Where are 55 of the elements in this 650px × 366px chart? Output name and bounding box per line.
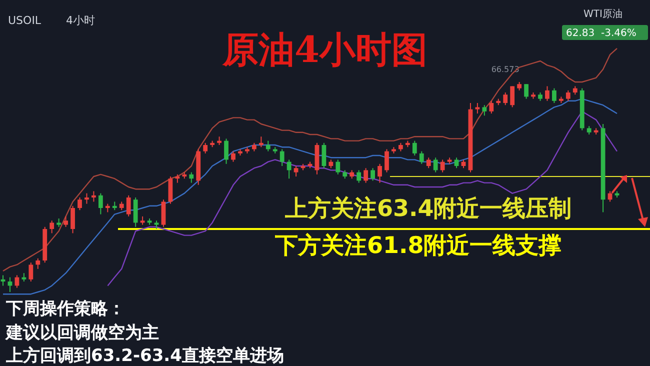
candlestick: [384, 148, 389, 173]
ref-line-label: 下方关注61.8附近一线支撑: [274, 232, 562, 259]
candlestick: [50, 220, 54, 234]
candlestick: [258, 136, 264, 148]
text: USOIL: [8, 14, 42, 27]
candlestick: [203, 142, 208, 154]
chart-title: 原油4小时图: [221, 29, 428, 71]
text: 建议以回调做空为主: [4, 323, 159, 343]
candlestick: [294, 166, 298, 177]
candlestick: [433, 157, 438, 173]
candlestick: [98, 192, 103, 215]
candlestick: [370, 168, 375, 182]
candlestick: [482, 104, 487, 116]
candlestick: [552, 88, 556, 104]
text: WTI原油: [584, 8, 622, 20]
text: 上方回调到63.2-63.4直接空单进场: [5, 346, 284, 366]
candlestick: [28, 262, 34, 282]
text: 下周操作策略：: [5, 299, 125, 319]
candlestick: [36, 258, 40, 270]
candlestick: [524, 84, 528, 100]
candlestick: [84, 192, 89, 204]
candlestick: [92, 190, 96, 202]
candlestick: [566, 90, 570, 102]
candlestick: [475, 102, 480, 114]
candlestick: [168, 176, 173, 204]
candlestick: [231, 150, 236, 162]
candlestick: [412, 140, 417, 156]
text: 62.83: [566, 28, 595, 39]
candlestick: [266, 140, 270, 152]
ref-line-label: 上方关注63.4附近一线压制: [284, 195, 572, 222]
candlestick: [454, 157, 459, 169]
candlestick: [78, 197, 82, 211]
candlestick: [503, 92, 508, 106]
candlestick: [133, 197, 138, 228]
candlestick: [419, 150, 424, 164]
candlestick: [280, 148, 284, 166]
candlestick: [286, 159, 292, 180]
candlestick: [440, 159, 445, 173]
candlestick: [378, 163, 382, 184]
candlestick: [510, 86, 515, 108]
candlestick: [161, 199, 166, 228]
candlestick: [356, 170, 362, 184]
candlestick: [336, 159, 340, 175]
text: -3.46%: [601, 28, 636, 39]
text: 4小时: [66, 14, 95, 27]
candlestick: [224, 138, 228, 164]
candlestick: [70, 205, 75, 234]
candlestick: [545, 86, 550, 102]
candlestick: [364, 168, 368, 184]
candlestick: [426, 157, 431, 169]
candlestick: [126, 194, 131, 217]
candlestick: [64, 216, 68, 228]
candlestick: [189, 172, 194, 184]
candlestick: [322, 142, 326, 169]
candlestick: [489, 100, 494, 114]
